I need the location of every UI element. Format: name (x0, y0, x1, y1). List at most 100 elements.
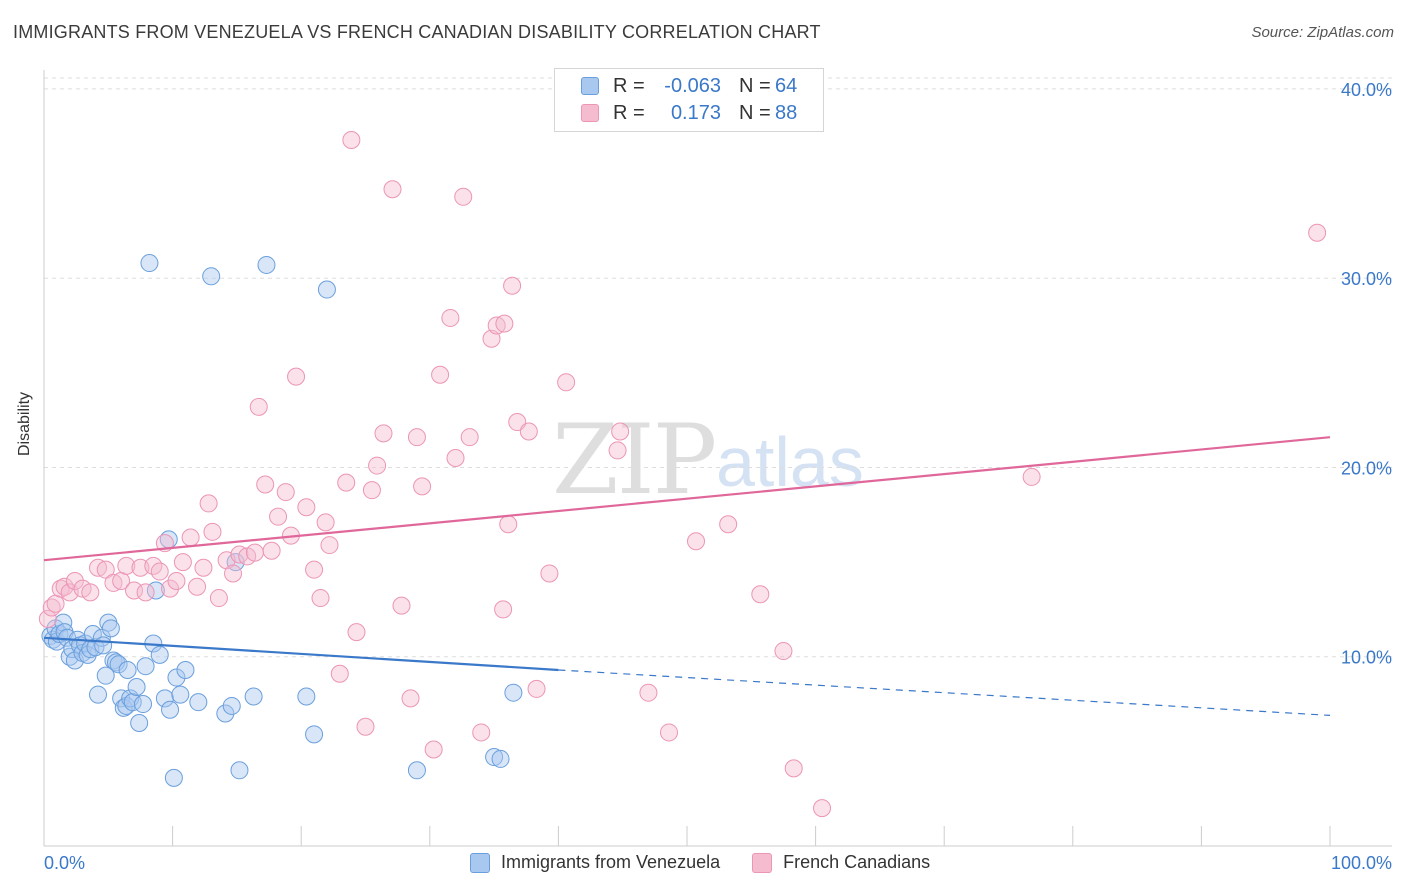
french-canadian-point (368, 456, 387, 475)
french-canadian-point (173, 553, 192, 572)
french-canadian-point (374, 424, 393, 443)
french-canadian-point (540, 564, 559, 583)
legend-swatch-blue (470, 852, 490, 873)
correlation-legend: R = -0.063 N = 64 R = 0.173 N = 88 (554, 68, 824, 132)
french-canadian-point (316, 513, 335, 532)
french-canadian-point (230, 545, 249, 564)
venezuela-point (297, 687, 316, 706)
venezuela-point (189, 693, 208, 712)
legend-n-value: 64 (775, 74, 798, 97)
french-canadian-point (499, 515, 518, 534)
venezuela-point (94, 636, 113, 655)
venezuela-point (407, 761, 426, 780)
y-axis-label: Disability (16, 391, 33, 456)
french-canadian-point (161, 579, 180, 598)
french-canadian-point (117, 556, 136, 575)
venezuela-point (114, 698, 133, 717)
french-canadian-point (269, 507, 288, 526)
venezuela-point (89, 685, 108, 704)
french-canadian-point (305, 560, 324, 579)
french-canadian-point (65, 572, 84, 591)
venezuela-trend-extension (558, 669, 1331, 717)
venezuela-point (136, 657, 155, 676)
french-canadian-point (611, 422, 630, 441)
legend-n-label: N = (739, 74, 771, 97)
legend-r-label: R = (613, 101, 645, 124)
x-tick-label: 0.0% (44, 853, 85, 873)
french-canadian-point (482, 329, 501, 348)
legend-r-value: -0.063 (664, 74, 721, 97)
french-canadian-point (446, 449, 465, 467)
french-canadian-point (188, 577, 207, 596)
french-canadian-point (719, 515, 738, 534)
legend-r-value: 0.173 (670, 101, 721, 124)
source-label: Source: ZipAtlas.com (1251, 24, 1394, 41)
venezuela-point (161, 700, 180, 719)
legend-label-venezuela: Immigrants from Venezuela (501, 852, 721, 872)
french-canadian-point (557, 373, 576, 392)
french-canadian-point (813, 799, 832, 818)
legend-r-label: R = (613, 74, 645, 97)
venezuela-point (134, 695, 153, 714)
french-canadian-point (136, 583, 155, 602)
french-canadian-point (311, 589, 330, 608)
venezuela-point (485, 748, 504, 767)
venezuela-point (101, 619, 120, 638)
french-canadian-point (431, 365, 450, 384)
legend-swatch-pink (752, 852, 773, 873)
french-canadian-point (687, 532, 706, 551)
venezuela-point (202, 267, 221, 286)
legend-item-french-canadians[interactable]: French Canadians (752, 852, 930, 873)
french-canadian-point (659, 723, 678, 742)
french-canadian-point (751, 585, 770, 604)
venezuela-point (222, 696, 241, 715)
venezuela-point (230, 761, 249, 780)
venezuela-point (305, 725, 324, 744)
legend-n-value: 88 (775, 101, 798, 124)
french-canadian-point (639, 683, 658, 702)
french-canadian-point (1022, 467, 1041, 486)
venezuela-point (167, 668, 186, 687)
french-canadian-point (209, 589, 228, 608)
venezuela-point (109, 655, 128, 674)
french-canadian-point (460, 428, 479, 447)
venezuela-point (96, 666, 115, 685)
french-canadian-point (89, 558, 108, 577)
legend-swatch-pink (581, 104, 599, 122)
french-canadian-point (472, 723, 491, 742)
french-canadian-point (249, 397, 268, 416)
legend-swatch-blue (581, 77, 599, 95)
venezuela-point (155, 689, 174, 708)
french-canadian-point (503, 276, 522, 295)
french-canadian-point (342, 131, 361, 150)
legend-n-label: N = (739, 101, 771, 124)
french-canadian-point (356, 717, 375, 736)
legend-row-french-canadians: R = 0.173 N = 88 (581, 100, 797, 126)
french-canadian-point (424, 740, 443, 759)
french-canadian-point (245, 543, 264, 562)
legend-row-venezuela: R = -0.063 N = 64 (581, 73, 797, 99)
y-tick-label: 30.0% (1341, 269, 1392, 289)
french-canadian-point (55, 577, 74, 596)
venezuela-point (504, 683, 523, 702)
french-canadian-point (330, 664, 349, 683)
french-canadian-point (125, 581, 144, 600)
french-canadian-point (199, 494, 218, 513)
french-canadian-point (1308, 223, 1327, 242)
french-canadian-point (46, 594, 65, 613)
venezuela-point (140, 254, 159, 273)
french-canadian-point (256, 475, 275, 494)
legend-item-venezuela[interactable]: Immigrants from Venezuela (470, 852, 720, 873)
french-canadian-point (287, 367, 306, 386)
y-tick-label: 40.0% (1341, 80, 1392, 100)
french-canadian-point (392, 596, 411, 615)
french-canadian-point (494, 600, 513, 619)
french-canadian-point (383, 180, 402, 199)
french-canadian-point (150, 562, 169, 581)
french-canadian-point (96, 560, 115, 579)
french-canadian-point (774, 642, 793, 661)
french-canadian-point (203, 522, 222, 541)
french-canadian-point (181, 528, 200, 547)
french-canadian-point (401, 689, 420, 708)
french-canadian-point (527, 679, 546, 698)
